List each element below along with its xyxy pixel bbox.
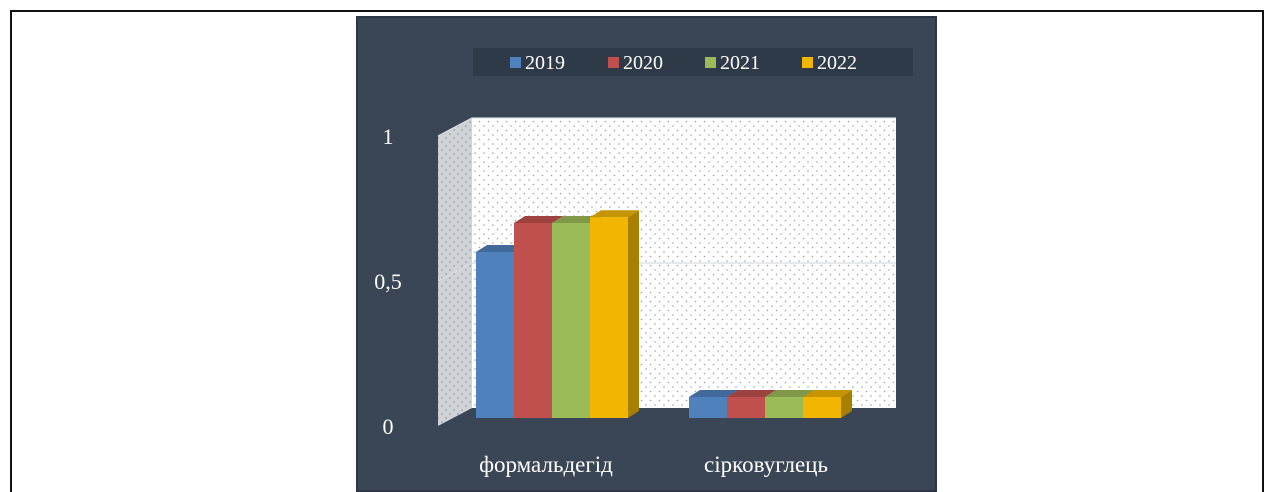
bar-top	[476, 245, 525, 252]
bar-сірковуглець-2022	[803, 390, 852, 418]
legend: 2019 2020 2021 2022	[473, 48, 913, 76]
bar-front	[689, 397, 727, 418]
legend-label: 2019	[525, 52, 565, 74]
legend-swatch-2021	[705, 57, 716, 68]
bar-top	[514, 216, 563, 223]
gridlines	[437, 117, 896, 282]
legend-label: 2022	[817, 52, 857, 74]
category-label: формальдегід	[479, 452, 613, 477]
bar-front	[590, 217, 628, 418]
bar-chart: 00,51 формальдегід сірковуглець 2019 2020 2…	[374, 48, 913, 477]
bar-side	[628, 210, 639, 418]
gridline	[437, 262, 896, 282]
bar-front	[476, 252, 514, 418]
bar-top	[803, 390, 852, 397]
bar-top	[727, 390, 776, 397]
legend-swatch-2019	[510, 57, 521, 68]
bar-top	[552, 216, 601, 223]
bar-front	[765, 397, 803, 418]
legend-swatch-2020	[608, 57, 619, 68]
bar-front	[803, 397, 841, 418]
bar-front	[552, 223, 590, 418]
gridline	[437, 117, 896, 137]
chart-panel: 0 0,5 1 формальдегід сірковуглець 2019 2020 2…	[356, 16, 937, 492]
bar-формальдегід-2022	[590, 210, 639, 418]
bar-top	[590, 210, 639, 218]
bar-front	[514, 223, 552, 418]
bar-top	[689, 390, 738, 397]
y-tick-label: 0,5	[374, 269, 402, 294]
legend-label: 2021	[720, 52, 760, 74]
bar-top	[765, 390, 814, 397]
legend-label: 2020	[623, 52, 663, 74]
legend-swatch-2022	[802, 57, 813, 68]
bars	[476, 210, 852, 418]
category-label: сірковуглець	[704, 452, 828, 477]
y-axis-ticks: 00,51	[374, 124, 402, 439]
y-tick-label: 0	[383, 414, 394, 439]
bar-front	[727, 397, 765, 418]
y-tick-label: 1	[383, 124, 394, 149]
legend-box	[473, 48, 913, 76]
x-axis-categories: формальдегід сірковуглець	[479, 452, 828, 477]
bar-side	[841, 390, 852, 418]
